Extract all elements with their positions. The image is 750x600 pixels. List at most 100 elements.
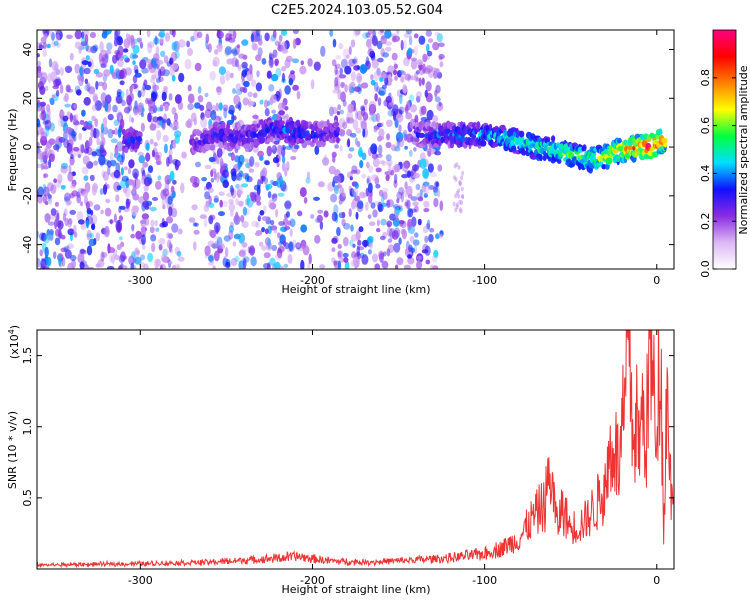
heatmap-cell xyxy=(86,229,92,241)
heatmap-cell xyxy=(37,118,41,128)
heatmap-cell xyxy=(171,41,178,51)
heatmap-cell xyxy=(230,257,238,267)
heatmap-cell xyxy=(187,47,193,57)
heatmap-cell xyxy=(331,107,339,114)
heatmap-cell xyxy=(100,251,105,262)
heatmap-cell xyxy=(169,123,173,129)
heatmap-cell xyxy=(235,211,239,223)
heatmap-cell xyxy=(83,148,89,154)
heatmap-cell xyxy=(348,208,352,218)
heatmap-cell xyxy=(371,35,378,46)
heatmap-cell xyxy=(132,60,136,66)
heatmap-cell xyxy=(393,163,401,173)
heatmap-cell xyxy=(292,239,297,248)
heatmap-cell xyxy=(334,85,340,90)
heatmap-cell xyxy=(351,100,355,110)
heatmap-cell xyxy=(385,119,393,128)
heatmap-cell xyxy=(386,133,390,141)
heatmap-cell xyxy=(398,124,402,133)
heatmap-cell xyxy=(216,30,221,39)
snr-x-ticks: -300 -200 -100 0 xyxy=(128,330,660,587)
heatmap-cell xyxy=(48,97,54,104)
heatmap-cell xyxy=(69,254,77,261)
heatmap-cell xyxy=(381,260,389,269)
x-tick-label: 0 xyxy=(653,274,660,287)
heatmap-cell xyxy=(372,157,380,168)
heatmap-cell xyxy=(627,145,633,151)
heatmap-cell xyxy=(37,70,42,79)
heatmap-cell xyxy=(433,68,441,76)
heatmap-cell xyxy=(81,31,85,39)
heatmap-cell xyxy=(93,68,100,74)
snr-series xyxy=(37,330,674,569)
heatmap-cell xyxy=(394,206,400,215)
heatmap-cell xyxy=(471,134,477,140)
colorbar: 0.0 0.2 0.4 0.6 0.8 Normalized spectral ampl… xyxy=(699,29,750,278)
heatmap-cell xyxy=(313,196,320,201)
heatmap-cell xyxy=(379,252,384,263)
heatmap-cell xyxy=(167,195,173,205)
heatmap-cell xyxy=(152,62,158,70)
heatmap-cell xyxy=(342,48,350,59)
heatmap-cell xyxy=(223,235,231,242)
heatmap-cell xyxy=(461,170,465,176)
heatmap-cell xyxy=(306,171,311,179)
heatmap-cell xyxy=(434,96,441,103)
heatmap-cell xyxy=(137,38,142,44)
heatmap-cell xyxy=(194,62,202,72)
heatmap-cell xyxy=(617,146,624,152)
heatmap-cell xyxy=(252,92,258,99)
heatmap-cell xyxy=(261,175,266,182)
heatmap-cell xyxy=(238,250,246,257)
heatmap-cell xyxy=(276,172,283,180)
heatmap-cell xyxy=(86,45,93,53)
heatmap-cell xyxy=(166,239,172,249)
heatmap-cell xyxy=(246,176,253,183)
heatmap-cell xyxy=(387,238,393,244)
heatmap-cell xyxy=(143,263,149,269)
heatmap-cell xyxy=(78,132,83,141)
heatmap-cell xyxy=(431,121,437,127)
heatmap-cell xyxy=(381,193,385,205)
heatmap-cell xyxy=(242,206,248,216)
heatmap-cell xyxy=(231,57,239,68)
heatmap-cell xyxy=(281,102,286,109)
heatmap-cell xyxy=(343,222,351,230)
heatmap-cell xyxy=(170,51,178,62)
heatmap-cell xyxy=(147,252,154,263)
heatmap-cell xyxy=(454,207,458,213)
heatmap-cell xyxy=(220,160,225,170)
heatmap-cell xyxy=(129,52,137,60)
heatmap-cell xyxy=(352,119,359,130)
heatmap-cell xyxy=(59,84,64,94)
heatmap-cell xyxy=(365,32,371,38)
heatmap-cell xyxy=(348,58,355,67)
heatmap-cell xyxy=(319,221,324,230)
snr-y-multiplier-base: (x10 xyxy=(8,334,21,359)
heatmap-cell xyxy=(268,58,274,68)
heatmap-cell xyxy=(378,250,385,260)
heatmap-cell xyxy=(346,110,353,122)
heatmap-cell xyxy=(403,32,411,39)
heatmap-cell xyxy=(212,56,220,67)
heatmap-cell xyxy=(91,151,97,157)
heatmap-cell xyxy=(398,237,402,245)
heatmap-cell xyxy=(145,152,151,162)
heatmap-cell xyxy=(163,86,169,91)
heatmap-cell xyxy=(172,179,177,185)
heatmap-cell xyxy=(96,137,100,146)
heatmap-cell xyxy=(218,191,225,196)
x-tick-label: -200 xyxy=(300,574,325,587)
heatmap-cell xyxy=(368,182,373,194)
heatmap-cell xyxy=(119,236,123,241)
heatmap-cell xyxy=(45,126,50,137)
heatmap-cell xyxy=(159,71,164,76)
heatmap-cell xyxy=(44,201,49,205)
heatmap-cell xyxy=(415,91,422,99)
heatmap-cell xyxy=(232,115,237,121)
heatmap-cell xyxy=(437,164,443,172)
heatmap-cell xyxy=(236,184,243,196)
heatmap-cell xyxy=(133,105,139,116)
heatmap-cell xyxy=(143,79,148,87)
